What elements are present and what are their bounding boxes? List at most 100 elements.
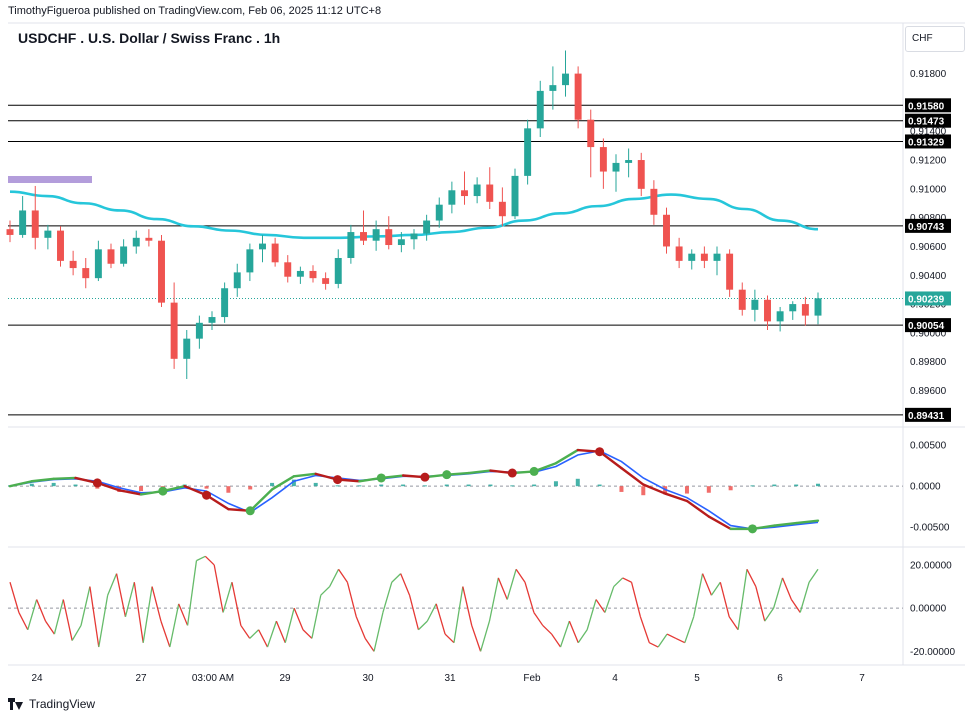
macd-cross-dot (92, 478, 102, 488)
macd-cross-dot (245, 506, 255, 516)
macd-histogram-bar (422, 485, 427, 487)
osc-line-segment (568, 620, 579, 643)
candle-body (145, 237, 153, 241)
price-tick-label: 0.89600 (910, 386, 947, 397)
macd-histogram-bar (575, 478, 580, 487)
osc-line-segment (249, 629, 260, 639)
macd-cross-dot (333, 475, 343, 485)
macd-line-segment (467, 469, 492, 475)
macd-histogram-bar (248, 486, 253, 490)
osc-line-segment (133, 582, 144, 643)
macd-histogram-bar (532, 484, 537, 487)
candle-body (385, 229, 393, 246)
osc-line-segment (346, 582, 357, 617)
time-tick-label: 27 (135, 673, 147, 684)
time-tick-label: 6 (777, 673, 783, 684)
candle-body (246, 249, 254, 273)
osc-line-segment (204, 555, 215, 566)
macd-histogram-bar (313, 482, 318, 487)
candle-body (789, 304, 797, 312)
osc-line-segment (737, 569, 748, 630)
macd-histogram-bar (204, 486, 209, 489)
candle-body (69, 260, 77, 269)
candle-body (625, 160, 633, 163)
macd-line-segment (270, 475, 296, 491)
osc-line-segment (781, 577, 792, 600)
currency-selector[interactable] (905, 26, 965, 52)
tradingview-footer[interactable]: TradingView (8, 697, 95, 711)
candle-body (322, 278, 330, 284)
macd-histogram-bar (684, 486, 689, 494)
osc-line-segment (320, 586, 331, 596)
osc-line-segment (329, 568, 340, 587)
candle-body (688, 253, 696, 261)
osc-line-segment (595, 599, 606, 613)
osc-line-segment (719, 582, 730, 617)
macd-tick-label: 0.00500 (910, 441, 947, 452)
macd-histogram-bar (553, 481, 558, 487)
macd-cross-dot (507, 468, 517, 478)
osc-line-segment (275, 620, 286, 643)
candle-body (776, 311, 784, 322)
macd-histogram-bar (466, 484, 471, 487)
candle-body (562, 73, 569, 86)
osc-line-segment (178, 603, 189, 626)
price-tick-label: 0.91000 (910, 184, 947, 195)
osc-line-segment (151, 586, 162, 622)
candle-body (637, 160, 645, 189)
osc-line-segment (639, 616, 650, 643)
macd-histogram-bar (226, 486, 231, 493)
brand-label: TradingView (29, 697, 96, 711)
macd-histogram-bar (335, 485, 340, 487)
osc-line-segment (373, 612, 384, 652)
osc-line-segment (44, 620, 55, 635)
candle-body (334, 257, 342, 284)
macd-histogram-bar (270, 482, 275, 487)
osc-line-segment (701, 573, 713, 596)
osc-line-segment (630, 582, 642, 617)
candle-body (574, 73, 582, 120)
candle-body (296, 270, 304, 277)
candle-body (448, 190, 456, 205)
osc-line-segment (36, 599, 47, 622)
osc-line-segment (693, 573, 704, 617)
osc-line-segment (666, 633, 677, 639)
osc-line-segment (790, 599, 801, 613)
macd-histogram-bar (357, 485, 362, 487)
candle-body (675, 246, 683, 261)
candle-body (536, 90, 544, 129)
macd-line-segment (642, 483, 667, 495)
osc-line-segment (231, 582, 242, 626)
osc-line-segment (799, 582, 810, 613)
macd-histogram-bar (51, 482, 56, 487)
macd-tick-label: -0.00500 (910, 523, 950, 534)
macd-line-segment (117, 489, 143, 496)
macd-histogram-bar (728, 486, 733, 491)
candle-body (31, 210, 39, 238)
osc-line-segment (728, 616, 739, 631)
osc-line-segment (613, 577, 624, 588)
macd-histogram-bar (772, 484, 777, 487)
tradingview-logo-icon (8, 698, 24, 710)
candle-body (726, 253, 734, 290)
osc-line-segment (142, 586, 153, 643)
time-tick-label: 29 (279, 673, 291, 684)
candle-body (195, 322, 203, 339)
osc-line-segment (408, 595, 420, 630)
candle-body (612, 162, 620, 172)
candle-body (132, 237, 140, 247)
candle-body (663, 214, 670, 247)
macd-cross-dot (158, 486, 168, 496)
osc-line-segment (542, 624, 553, 635)
candle-body (120, 246, 128, 264)
level-label: 0.90054 (908, 321, 945, 332)
macd-histogram-bar (706, 486, 711, 493)
candle-body (183, 338, 191, 359)
osc-line-segment (107, 573, 118, 596)
price-tick-label: 0.91800 (910, 69, 947, 80)
candle-body (461, 190, 468, 197)
macd-histogram-bar (95, 486, 100, 489)
candle-body (486, 184, 494, 202)
osc-line-segment (471, 625, 482, 652)
